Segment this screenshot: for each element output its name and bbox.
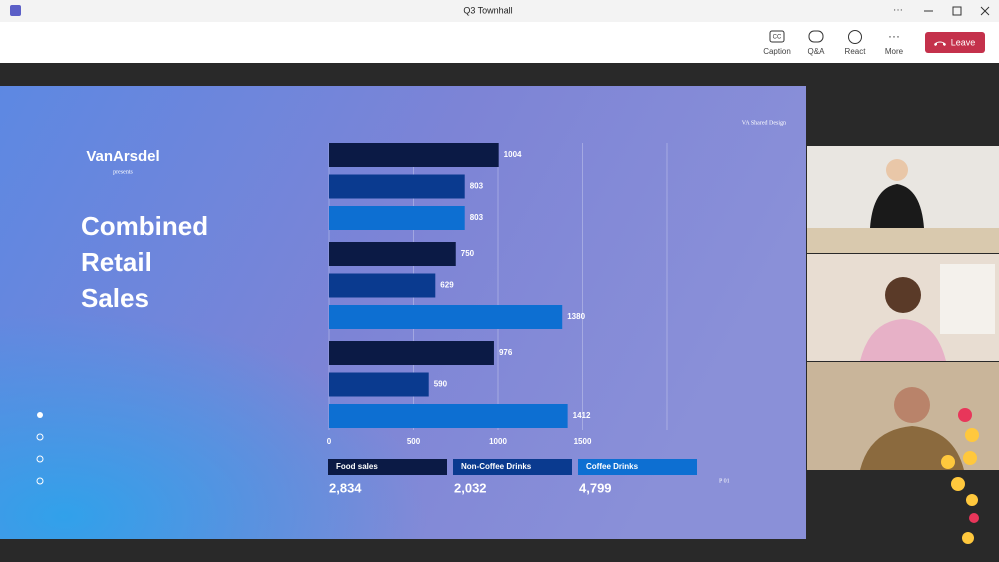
value-label: 590	[434, 380, 448, 389]
button-label: React	[845, 47, 867, 56]
svg-text:···: ···	[888, 29, 900, 43]
participant-tile[interactable]	[807, 254, 999, 361]
bar	[329, 404, 568, 428]
value-label: 629	[440, 281, 454, 290]
page-number: P 01	[719, 478, 730, 484]
window-controls[interactable]: ···	[893, 5, 990, 16]
qa-button[interactable]: Q&A	[808, 30, 826, 56]
value-label: 1380	[567, 312, 585, 321]
x-tick-label: 1000	[489, 437, 507, 446]
button-label: Q&A	[808, 47, 826, 56]
bar	[329, 341, 494, 365]
more-button[interactable]: ··· More	[885, 29, 904, 56]
brand: VanArsdel	[86, 148, 159, 165]
value-label: 803	[470, 182, 484, 191]
slide-title-line: Retail	[81, 247, 152, 277]
bar	[329, 206, 465, 230]
svg-text:CC: CC	[773, 35, 782, 41]
leave-label: Leave	[951, 37, 976, 47]
caption-button[interactable]: CC Caption	[763, 30, 791, 56]
reactions	[941, 408, 979, 544]
slide-title-line: Combined	[81, 211, 208, 241]
svg-text:···: ···	[893, 5, 903, 16]
window-title: Q3 Townhall	[463, 5, 512, 15]
series-total: 4,799	[579, 480, 612, 495]
bar	[329, 372, 429, 397]
legend-label: Non-Coffee Drinks	[461, 462, 532, 471]
slide-dots[interactable]	[36, 412, 44, 485]
title-bar	[0, 0, 999, 22]
bar	[329, 143, 499, 167]
series-total: 2,834	[329, 480, 362, 495]
value-label: 1004	[504, 150, 522, 159]
series-total: 2,032	[454, 480, 487, 495]
app-icon	[10, 5, 21, 16]
value-label: 803	[470, 213, 484, 222]
button-label: Caption	[763, 47, 791, 56]
bar	[329, 273, 436, 298]
brand-tagline: presents	[113, 169, 133, 175]
participant-tile[interactable]	[807, 146, 999, 253]
toolbar	[0, 22, 999, 63]
value-label: 976	[499, 348, 513, 357]
x-tick-label: 0	[327, 437, 332, 446]
slide-title-line: Sales	[81, 283, 149, 313]
react-button[interactable]: React	[845, 30, 867, 57]
legend-label: Food sales	[336, 462, 378, 471]
legend-swatch	[328, 459, 447, 475]
x-tick-label: 1500	[574, 437, 592, 446]
legend-label: Coffee Drinks	[586, 462, 639, 471]
bar	[329, 305, 563, 329]
credit: VA Shared Design	[742, 120, 786, 126]
legend-swatch	[578, 459, 697, 475]
x-tick-label: 500	[407, 437, 421, 446]
value-label: 750	[461, 249, 475, 258]
button-label: More	[885, 47, 904, 56]
value-label: 1412	[573, 411, 591, 420]
bar	[329, 174, 465, 199]
leave-button[interactable]: Leave	[925, 32, 985, 53]
legend-swatch	[453, 459, 572, 475]
bar	[329, 242, 456, 266]
